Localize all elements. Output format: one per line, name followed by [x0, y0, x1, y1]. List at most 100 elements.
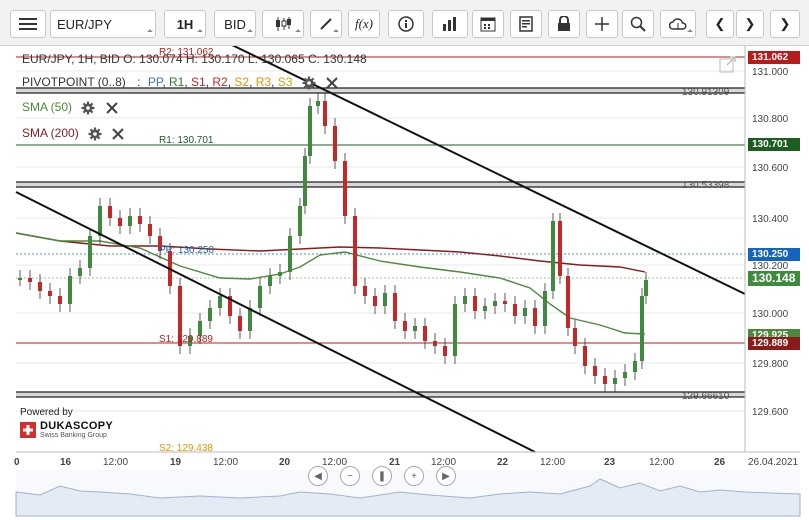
pp-label: PP: 130.250: [159, 245, 214, 256]
timeframe-selector[interactable]: 1H: [164, 10, 206, 38]
price-chart[interactable]: R2: 131.062 R1: 130.701 PP: 130.250 S1: …: [0, 46, 809, 520]
symbol-label: EUR/JPY: [57, 16, 112, 32]
expand-icon[interactable]: [719, 56, 737, 74]
price-side-label: BID: [224, 16, 246, 32]
price-axis: 131.000 130.800 130.600 130.400 130.200 …: [752, 67, 789, 418]
level-3-label: 129.66610: [682, 391, 730, 402]
candle-body: [403, 321, 407, 331]
magnifier-icon: [630, 16, 646, 32]
hamburger-icon: [19, 18, 37, 30]
chart-canvas[interactable]: R2: 131.062 R1: 130.701 PP: 130.250 S1: …: [0, 46, 809, 520]
candle-body: [316, 101, 320, 106]
trendline-upper[interactable]: [230, 46, 746, 295]
gear-icon[interactable]: [302, 76, 316, 90]
scroll-left-button[interactable]: ◀: [308, 466, 328, 486]
sma50-legend[interactable]: SMA (50): [22, 100, 119, 115]
candle-body: [208, 308, 212, 321]
candle-body: [323, 101, 327, 126]
price-tick: 130.400: [752, 214, 789, 225]
magnifier-plus-icon: +: [411, 470, 417, 482]
candle-body: [48, 291, 52, 296]
function-icon: f(x): [354, 16, 374, 31]
calendar-button[interactable]: [472, 10, 504, 38]
candle-body: [453, 304, 457, 356]
indicators-button[interactable]: f(x): [348, 10, 380, 38]
price-side-selector[interactable]: BID: [214, 10, 256, 38]
candle-body: [18, 278, 22, 280]
zoom-button[interactable]: [622, 10, 654, 38]
gear-icon[interactable]: [81, 101, 95, 115]
magnifier-minus-icon: −: [347, 470, 353, 482]
candle-body: [148, 224, 152, 236]
volume-button[interactable]: [432, 10, 468, 38]
reset-zoom-button[interactable]: ❚: [372, 466, 392, 486]
chevron-right-icon: ❯: [779, 16, 791, 31]
candle-body: [88, 236, 92, 268]
candle-body: [443, 346, 447, 356]
price-tick: 130.600: [752, 163, 789, 174]
news-button[interactable]: [510, 10, 542, 38]
info-button[interactable]: [388, 10, 424, 38]
more-button[interactable]: ❯: [770, 10, 800, 38]
candle-body: [138, 216, 142, 224]
candle-body: [551, 221, 555, 291]
brand-name: DUKASCOPY: [40, 420, 113, 432]
trendline-lower[interactable]: [15, 191, 536, 453]
back-button[interactable]: ❮: [706, 10, 734, 38]
zoom-out-button[interactable]: −: [340, 466, 360, 486]
candle-body: [543, 291, 547, 326]
scroll-right-button[interactable]: ▶: [436, 466, 456, 486]
candle-body: [38, 282, 42, 291]
lock-icon: [558, 16, 570, 31]
ohlc-text: EUR/JPY, 1H, BID O: 130.074 H: 130.170 L…: [22, 52, 367, 66]
time-label: 12:00: [649, 457, 674, 468]
candle-body: [413, 326, 417, 331]
close-icon[interactable]: [325, 76, 339, 90]
time-label: 26: [714, 457, 726, 468]
crosshair-button[interactable]: [586, 10, 618, 38]
horizontal-level-2[interactable]: [16, 181, 745, 188]
candle-body: [603, 376, 607, 384]
pivot-legend[interactable]: PIVOTPOINT (0..8) : PP, R1, S1, R2, S2, …: [22, 75, 339, 90]
cloud-button[interactable]: [660, 10, 696, 38]
candle-body: [108, 206, 112, 218]
pen-icon: [320, 18, 332, 30]
candle-body: [363, 286, 367, 296]
chart-toolbar: EUR/JPY 1H BID f(x) ❮ ❯ ❯: [0, 0, 809, 46]
candle-body: [308, 106, 312, 156]
candle-body: [483, 306, 487, 311]
time-label: 19: [170, 457, 182, 468]
r1-label: R1: 130.701: [159, 135, 214, 146]
candle-body: [353, 216, 357, 286]
sma200-legend[interactable]: SMA (200): [22, 126, 125, 141]
menu-button[interactable]: [10, 10, 46, 38]
time-label: 16: [60, 457, 72, 468]
pivot-s1: S1: [191, 75, 206, 89]
forward-button[interactable]: ❯: [736, 10, 764, 38]
r2-label: R2: 131.062: [159, 47, 214, 58]
drawing-tool-button[interactable]: [310, 10, 342, 38]
time-label: 12:00: [540, 457, 565, 468]
time-label: 12:00: [213, 457, 238, 468]
gear-icon[interactable]: [88, 127, 102, 141]
candle-body: [178, 286, 182, 346]
candle-body: [238, 316, 242, 331]
chart-type-button[interactable]: [262, 10, 304, 38]
candle-body: [473, 296, 477, 311]
time-axis: 0 16 12:00 19 12:00 20 12:00 21 12:00 22…: [14, 457, 798, 468]
candle-body: [613, 378, 617, 384]
close-icon[interactable]: [111, 127, 125, 141]
candle-body: [58, 296, 62, 304]
r2-price-tag: 131.062: [748, 51, 800, 64]
symbol-selector[interactable]: EUR/JPY: [50, 10, 156, 38]
candle-body: [128, 216, 132, 226]
time-label: 26.04.2021: [748, 457, 798, 468]
pivot-r2: R2: [212, 75, 228, 89]
close-icon[interactable]: [105, 101, 119, 115]
lock-button[interactable]: [548, 10, 580, 38]
candle-body: [343, 161, 347, 216]
horizontal-level-3[interactable]: [16, 391, 745, 398]
horizontal-level-1[interactable]: [16, 87, 745, 94]
zoom-in-button[interactable]: +: [404, 466, 424, 486]
sma200-label: SMA (200): [22, 126, 79, 140]
